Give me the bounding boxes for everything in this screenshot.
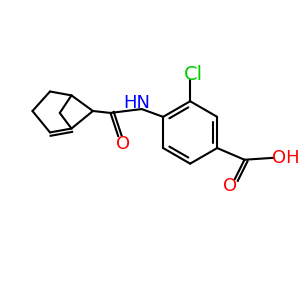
Text: O: O xyxy=(223,177,237,195)
Text: HN: HN xyxy=(123,94,150,112)
Text: O: O xyxy=(116,135,130,153)
Text: OH: OH xyxy=(272,149,299,167)
Text: Cl: Cl xyxy=(184,65,202,84)
